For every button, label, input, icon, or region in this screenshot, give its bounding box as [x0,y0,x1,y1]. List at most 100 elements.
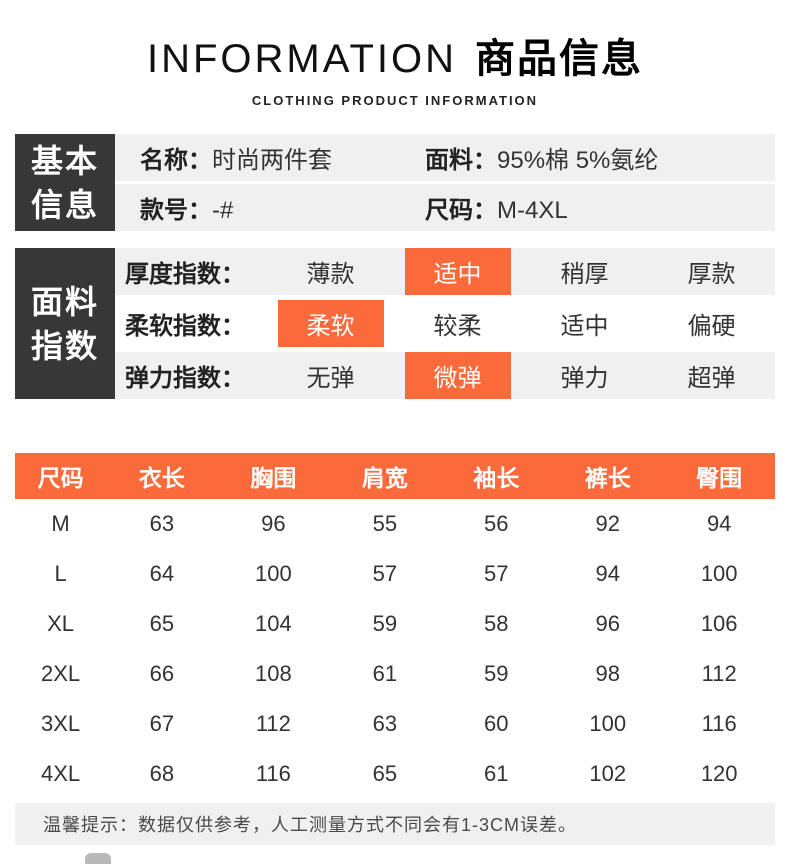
measurement-note: 温馨提示：数据仅供参考，人工测量方式不同会有1-3CM误差。 [15,803,775,845]
table-row: XL 65 104 59 58 96 106 [15,599,775,649]
header-cell: 肩宽 [361,465,408,491]
side-label-line: 指数 [30,327,99,364]
header-cell: 袖长 [473,465,520,491]
field-label: 面料： [425,147,497,174]
fabric-index-section: 面料 指数 厚度指数： 薄款 适中 稍厚 厚款 柔软指数： 柔软 较柔 适中 [15,248,775,399]
fabric-option-text: 偏硬 [687,313,736,340]
table-cell: 57 [372,561,398,586]
table-cell: 61 [484,761,509,786]
fabric-option: 弹力 [521,352,648,399]
field-value: M-4XL [497,197,568,224]
basic-info-rows: 名称： 时尚两件套 面料： 95%棉 5%氨纶 款号： -# 尺码： M-4XL [115,134,775,231]
header-cell: 衣长 [138,465,185,491]
table-cell: L [54,561,67,586]
fabric-option: 稍厚 [521,248,648,295]
table-cell: 2XL [41,661,81,686]
side-label-line: 面料 [30,283,99,320]
table-row: 2XL 66 108 61 59 98 112 [15,649,775,699]
size-table: 尺码 衣长 胸围 肩宽 袖长 裤长 臀围 M 63 96 55 56 92 94… [15,453,775,845]
table-cell: 63 [372,711,398,736]
field-value: 时尚两件套 [212,147,332,174]
fabric-option-selected-text: 柔软 [277,300,384,347]
fabric-option-text: 厚款 [687,261,736,288]
table-cell: 61 [372,661,398,686]
table-cell: 116 [701,711,737,736]
header-cell: 尺码 [37,465,84,491]
field-value: 95%棉 5%氨纶 [497,147,659,174]
table-cell: 55 [372,511,398,536]
page-title: INFORMATION 商品信息 [15,26,775,84]
header-cell: 胸围 [250,465,297,491]
header-cell: 臀围 [696,465,743,491]
fabric-option-text: 薄款 [306,261,355,288]
fabric-option: 超弹 [648,352,775,399]
field-fabric: 面料： 95%棉 5%氨纶 [425,140,658,175]
size-table-header: 尺码 衣长 胸围 肩宽 袖长 裤长 臀围 [15,453,775,499]
side-label-line: 基本 [30,142,99,179]
fabric-option-selected: 适中 [394,248,521,295]
table-cell: 60 [484,711,509,736]
table-row: 3XL 67 112 63 60 100 116 [15,699,775,749]
table-cell: M [51,511,70,536]
table-cell: 64 [149,561,175,586]
fabric-row-label: 弹力指数： [125,365,245,392]
fabric-option-selected: 柔软 [267,300,394,347]
fabric-option-selected: 微弹 [394,352,521,399]
table-cell: 4XL [41,761,81,786]
table-cell: 63 [149,511,175,536]
table-cell: 112 [701,661,737,686]
field-size-range: 尺码： M-4XL [425,190,568,225]
basic-info-section: 基本 信息 名称： 时尚两件套 面料： 95%棉 5%氨纶 款号： -# [15,134,775,231]
table-cell: 108 [255,661,292,686]
table-cell: 100 [589,711,627,736]
table-row: L 64 100 57 57 94 100 [15,549,775,599]
fabric-option: 偏硬 [648,300,775,347]
title-english: INFORMATION [146,37,457,81]
table-cell: 65 [149,611,175,636]
title-chinese: 商品信息 [475,37,643,81]
table-cell: 116 [255,761,291,786]
field-style-number: 款号： -# [140,190,425,225]
table-cell: 67 [149,711,175,736]
basic-info-row: 名称： 时尚两件套 面料： 95%棉 5%氨纶 [115,134,775,181]
table-cell: XL [47,611,75,636]
table-cell: 68 [149,761,175,786]
fabric-option-text: 较柔 [433,313,482,340]
field-value: -# [212,197,234,224]
fabric-option-selected-text: 适中 [404,248,511,295]
fabric-option-text: 适中 [560,313,609,340]
table-cell: 100 [700,561,738,586]
basic-info-row: 款号： -# 尺码： M-4XL [115,184,775,231]
fabric-row-label: 柔软指数： [125,313,245,340]
fabric-index-side-label: 面料 指数 [15,248,115,399]
table-cell: 96 [261,511,286,536]
table-cell: 102 [589,761,627,786]
table-cell: 56 [484,511,509,536]
table-cell: 98 [595,661,620,686]
table-cell: 3XL [41,711,81,736]
table-cell: 104 [255,611,292,636]
field-label: 尺码： [425,197,497,224]
table-cell: 94 [595,561,620,586]
side-label-line: 信息 [30,186,99,223]
fabric-option-text: 无弹 [306,365,355,392]
table-cell: 92 [595,511,620,536]
table-cell: 120 [700,761,738,786]
page-subtitle: CLOTHING PRODUCT INFORMATION [251,93,539,108]
page-header: INFORMATION 商品信息 CLOTHING PRODUCT INFORM… [15,0,775,108]
page-root: INFORMATION 商品信息 CLOTHING PRODUCT INFORM… [15,0,775,845]
fabric-option-text: 稍厚 [560,261,609,288]
fabric-option-text: 超弹 [687,365,736,392]
fabric-options: 柔软 较柔 适中 偏硬 [267,300,775,347]
table-cell: 100 [255,561,292,586]
table-cell: 112 [255,711,291,736]
table-cell: 94 [706,511,732,536]
table-cell: 57 [484,561,509,586]
fabric-option-text: 弹力 [560,365,609,392]
header-cell: 裤长 [584,465,631,491]
fabric-options: 薄款 适中 稍厚 厚款 [267,248,775,295]
table-cell: 59 [372,611,398,636]
fabric-row-label: 厚度指数： [125,261,245,288]
table-cell: 58 [484,611,509,636]
table-row: 4XL 68 116 65 61 102 120 [15,749,775,799]
